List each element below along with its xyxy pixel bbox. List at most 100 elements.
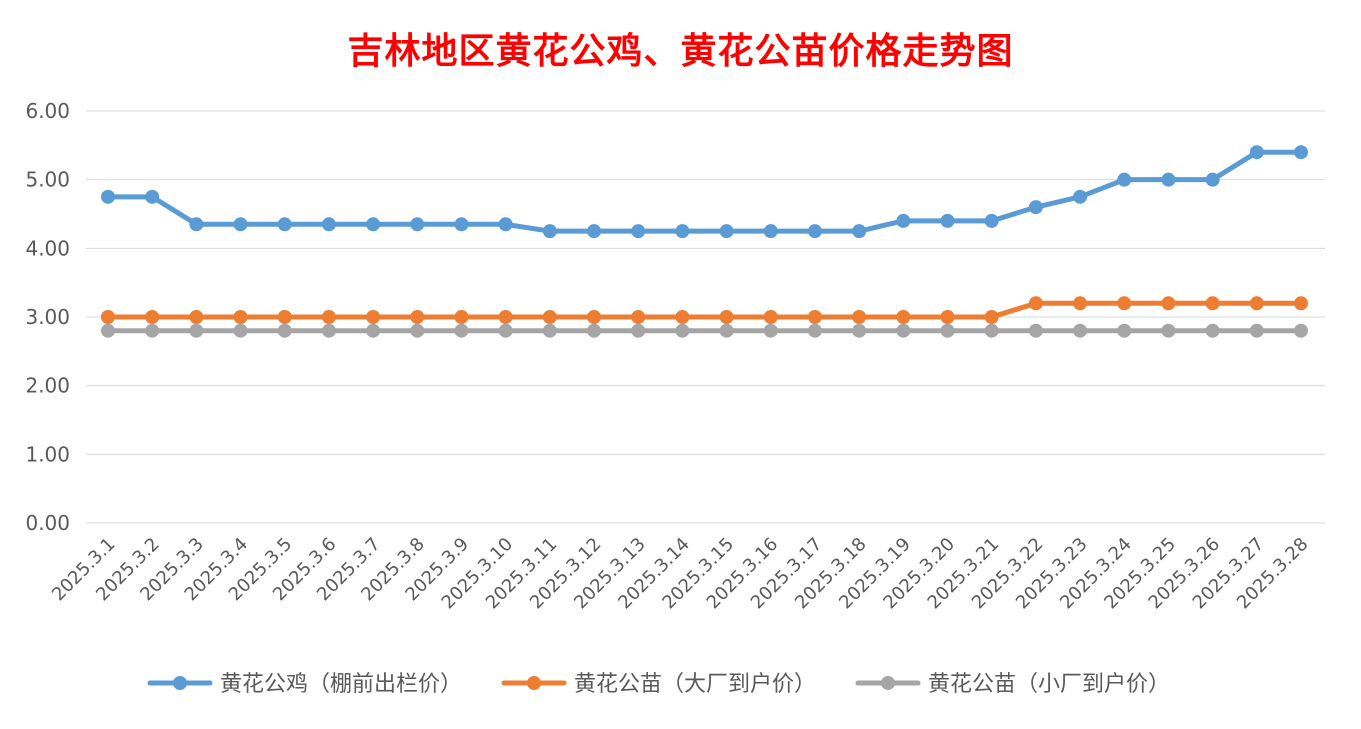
data-point	[852, 323, 867, 338]
data-point	[410, 310, 425, 324]
data-point	[1205, 296, 1220, 311]
y-tick-label: 5.00	[25, 168, 70, 192]
data-point	[1117, 323, 1132, 338]
data-point	[1161, 296, 1176, 311]
data-point	[631, 323, 646, 338]
data-point	[587, 310, 602, 324]
data-point	[852, 310, 867, 324]
data-point	[940, 323, 955, 338]
data-point	[542, 310, 557, 324]
data-point	[1294, 145, 1308, 160]
data-point	[675, 323, 690, 338]
data-point	[675, 224, 690, 239]
data-point	[1161, 323, 1176, 338]
data-point	[1294, 323, 1308, 338]
data-point	[1073, 323, 1088, 338]
data-point	[1249, 145, 1264, 160]
y-tick-label: 2.00	[25, 374, 70, 398]
data-point	[719, 310, 734, 324]
data-point	[763, 224, 778, 239]
data-point	[807, 323, 822, 338]
data-point	[321, 217, 336, 232]
data-point	[1028, 200, 1043, 215]
data-point	[1117, 296, 1132, 311]
y-tick-label: 6.00	[25, 99, 70, 123]
data-point	[807, 310, 822, 324]
data-point	[145, 323, 160, 338]
data-point	[763, 323, 778, 338]
data-point	[587, 224, 602, 239]
data-point	[189, 217, 204, 232]
data-point	[145, 189, 160, 204]
legend-label: 黄花公鸡（棚前出栏价）	[220, 672, 462, 697]
legend-label: 黄花公苗（大厂到户价）	[574, 672, 816, 697]
series-line	[105, 149, 1304, 234]
data-point	[1205, 323, 1220, 338]
y-tick-label: 4.00	[25, 236, 70, 260]
data-point	[498, 323, 513, 338]
legend-swatch-marker	[881, 676, 895, 690]
data-point	[410, 323, 425, 338]
data-point	[719, 323, 734, 338]
data-point	[984, 310, 999, 324]
data-point	[1205, 172, 1220, 187]
data-point	[587, 323, 602, 338]
y-tick-label: 3.00	[25, 305, 70, 329]
data-point	[1249, 296, 1264, 311]
data-point	[675, 310, 690, 324]
data-point	[940, 213, 955, 228]
data-point	[321, 310, 336, 324]
data-point	[984, 323, 999, 338]
data-point	[852, 224, 867, 239]
data-point	[1028, 323, 1043, 338]
legend: 黄花公鸡（棚前出栏价） 黄花公苗（大厂到户价） 黄花公苗（小厂到户价）	[147, 672, 1170, 697]
data-point	[101, 189, 115, 204]
data-point	[277, 323, 292, 338]
data-point	[807, 224, 822, 239]
data-point	[1117, 172, 1132, 187]
legend-item: 黄花公鸡（棚前出栏价）	[147, 672, 462, 697]
data-point	[277, 217, 292, 232]
data-point	[233, 217, 248, 232]
data-point	[896, 213, 911, 228]
data-point	[101, 310, 115, 324]
data-point	[145, 310, 160, 324]
data-point	[1249, 323, 1264, 338]
data-point	[498, 217, 513, 232]
data-point	[101, 323, 115, 338]
legend-item: 黄花公苗（小厂到户价）	[855, 672, 1170, 697]
series-2	[101, 296, 1308, 324]
y-tick-label: 1.00	[25, 442, 70, 466]
data-point	[940, 310, 955, 324]
series-1	[101, 145, 1308, 239]
data-point	[277, 310, 292, 324]
data-point	[896, 323, 911, 338]
data-point	[498, 310, 513, 324]
data-point	[366, 217, 381, 232]
legend-item: 黄花公苗（大厂到户价）	[501, 672, 816, 697]
data-point	[631, 310, 646, 324]
data-point	[454, 310, 469, 324]
data-point	[1073, 296, 1088, 311]
data-point	[542, 224, 557, 239]
legend-label: 黄花公苗（小厂到户价）	[928, 672, 1170, 697]
data-point	[1161, 172, 1176, 187]
chart-title: 吉林地区黄花公鸡、黄花公苗价格走势图	[347, 30, 1014, 72]
data-point	[984, 213, 999, 228]
data-point	[763, 310, 778, 324]
data-point	[454, 217, 469, 232]
data-point	[631, 224, 646, 239]
data-point	[454, 323, 469, 338]
y-tick-label: 0.00	[25, 511, 70, 535]
data-point	[366, 323, 381, 338]
data-point	[189, 323, 204, 338]
legend-swatch-marker	[527, 676, 541, 690]
series-line	[105, 300, 1304, 320]
series-3	[101, 323, 1308, 338]
data-point	[321, 323, 336, 338]
data-point	[1028, 296, 1043, 311]
data-point	[410, 217, 425, 232]
series-lines	[101, 145, 1308, 338]
